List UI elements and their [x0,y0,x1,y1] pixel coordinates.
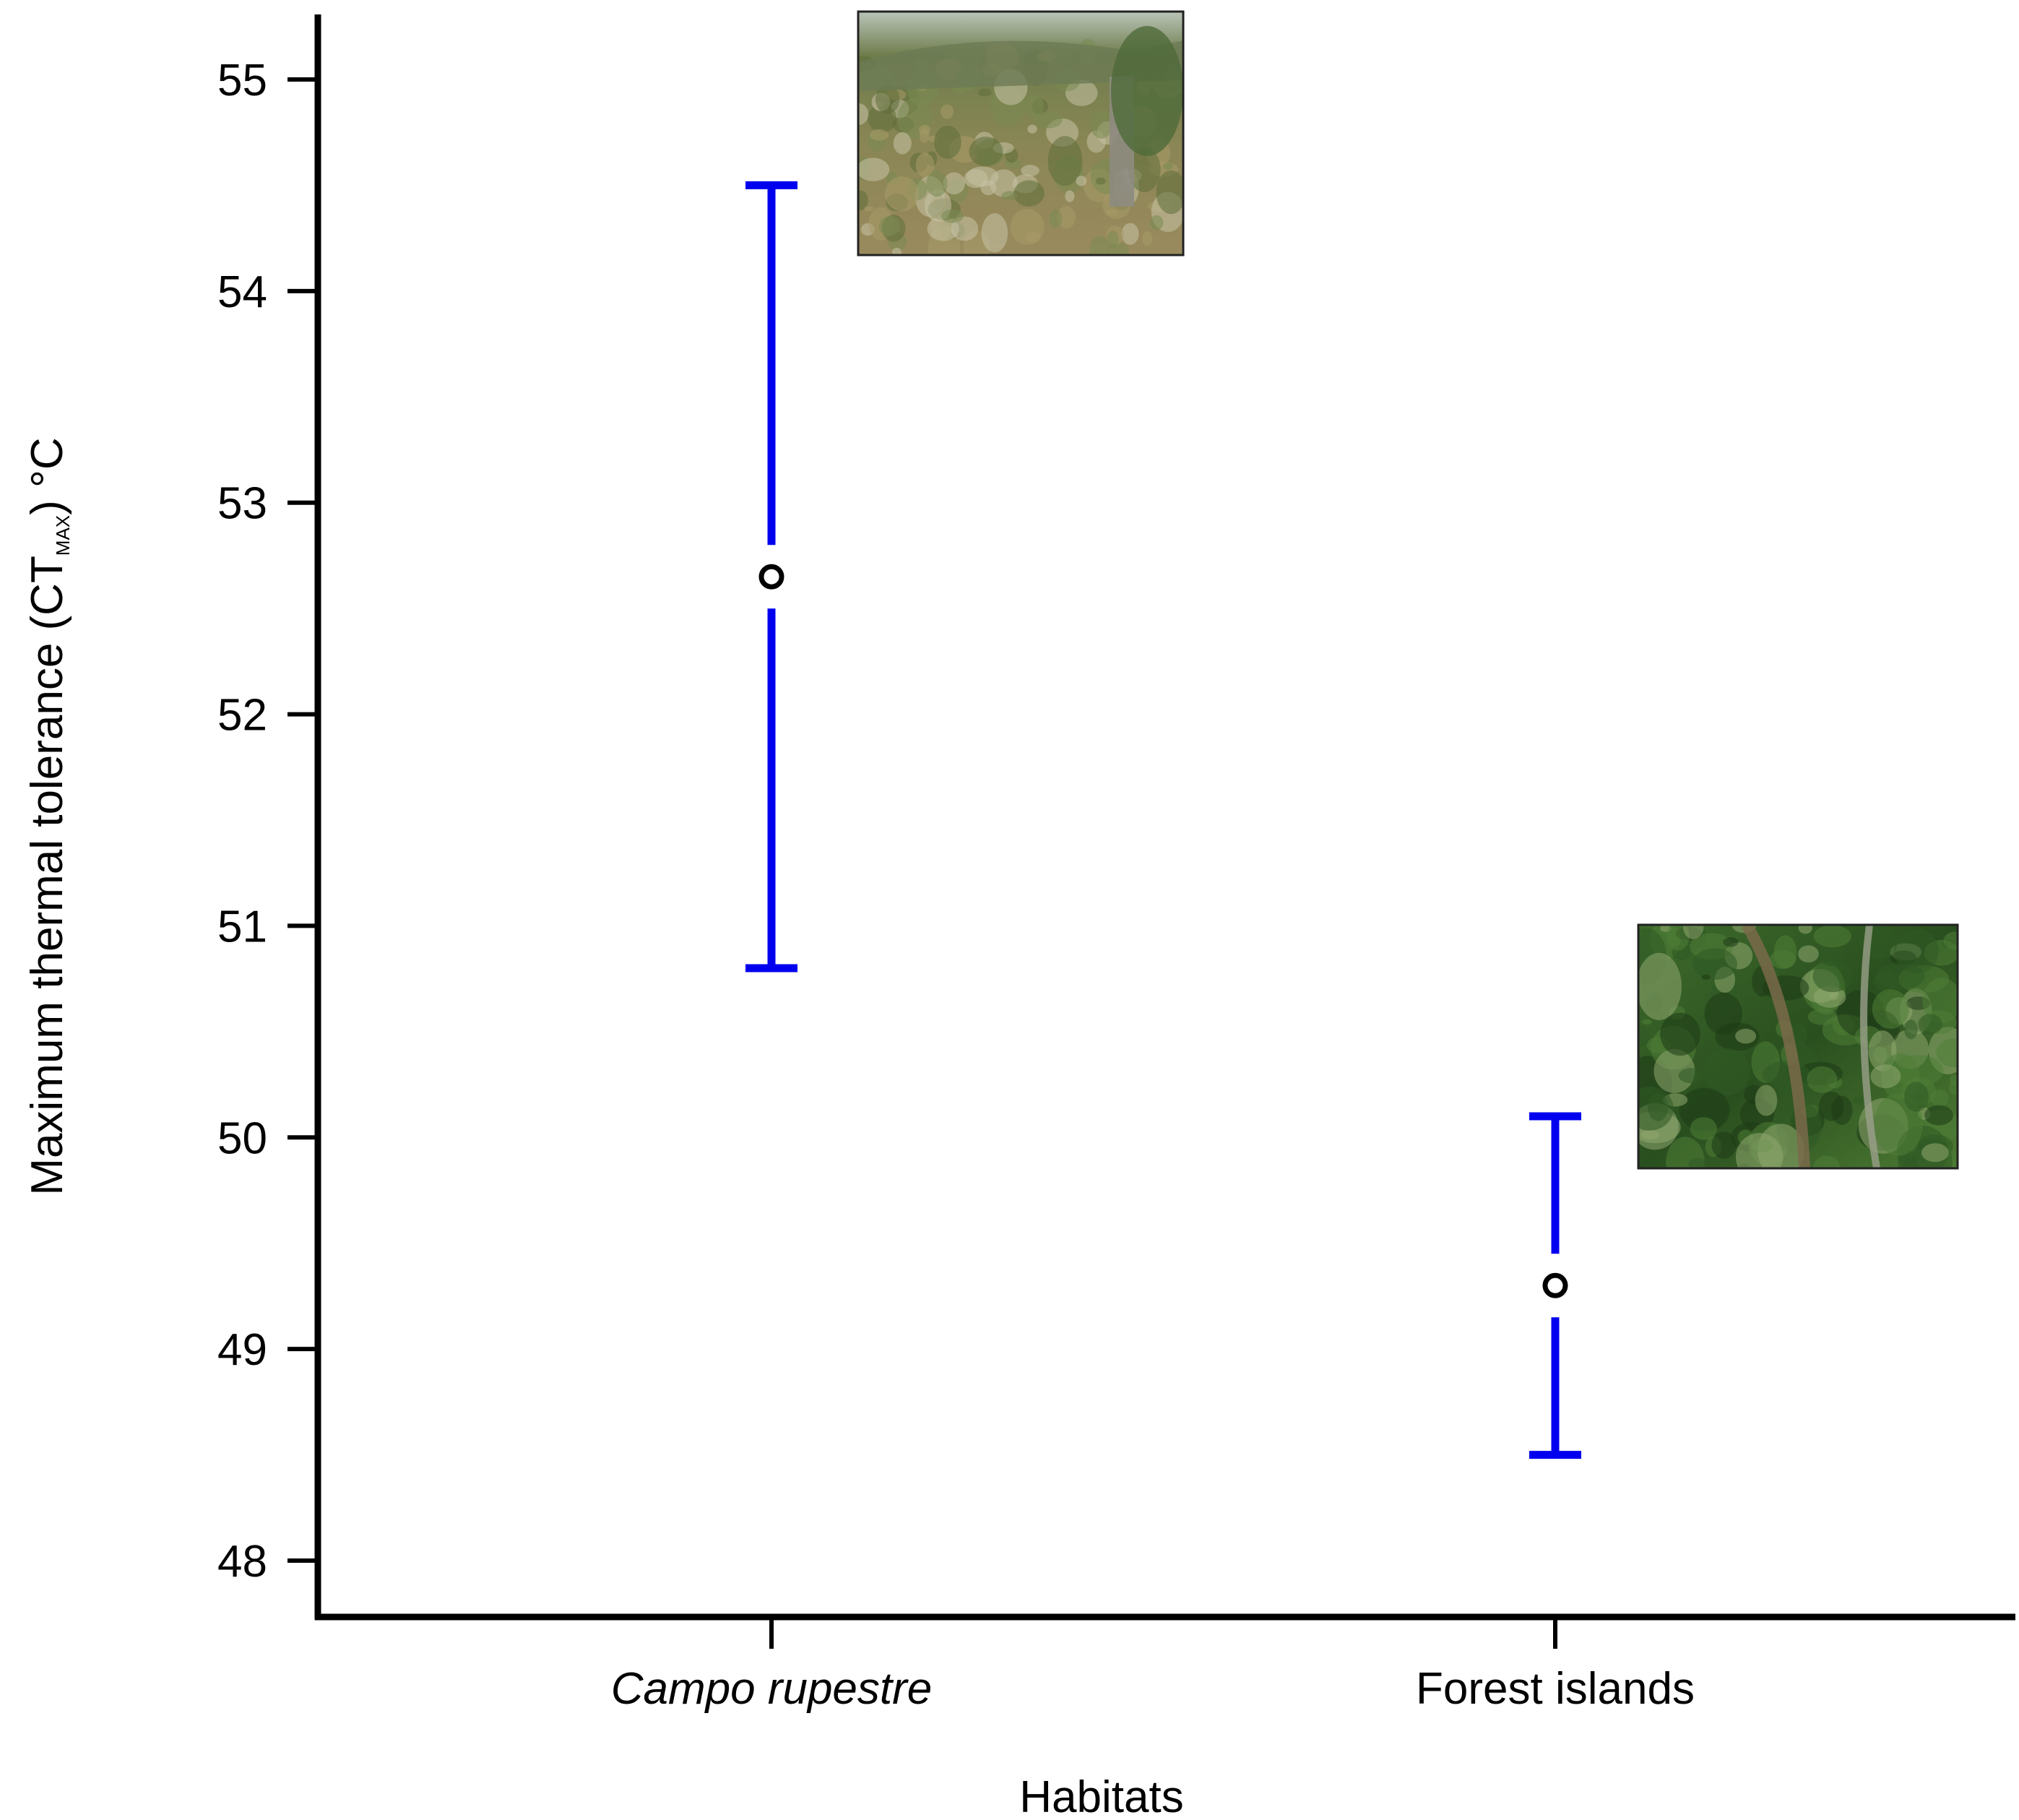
grassland-photo [857,10,1185,256]
y-tick-label: 50 [217,1113,267,1163]
y-ticks: 48 49 50 51 52 53 54 55 [217,56,318,1587]
data-marks [745,181,1581,1459]
y-tick-label: 48 [217,1537,267,1587]
mean-point [758,564,784,590]
y-tick-label: 55 [217,56,267,105]
y-axis-title: Maximum thermal tolerance (CTMAX) °C [22,437,74,1195]
x-axis-title: Habitats [1019,1772,1183,1820]
y-axis-title-unit: ) °C [22,437,72,514]
y-tick-label: 49 [217,1325,267,1375]
y-tick-label: 54 [217,267,267,317]
y-axis-title-main: Maximum thermal tolerance (CT [22,556,72,1195]
y-tick-label: 51 [217,902,267,952]
axes [314,14,2015,1621]
y-tick-label: 52 [217,691,267,741]
y-tick-label: 53 [217,479,267,529]
habitat-photos [857,10,1959,1170]
mean-point [1542,1272,1568,1298]
x-category-label: Campo rupestre [611,1664,933,1714]
x-category-label: Forest islands [1416,1664,1695,1714]
x-ticks: Campo rupestre Forest islands [611,1617,1695,1714]
y-axis-title-subscript: MAX [52,515,74,556]
forest-photo [1637,923,1959,1170]
